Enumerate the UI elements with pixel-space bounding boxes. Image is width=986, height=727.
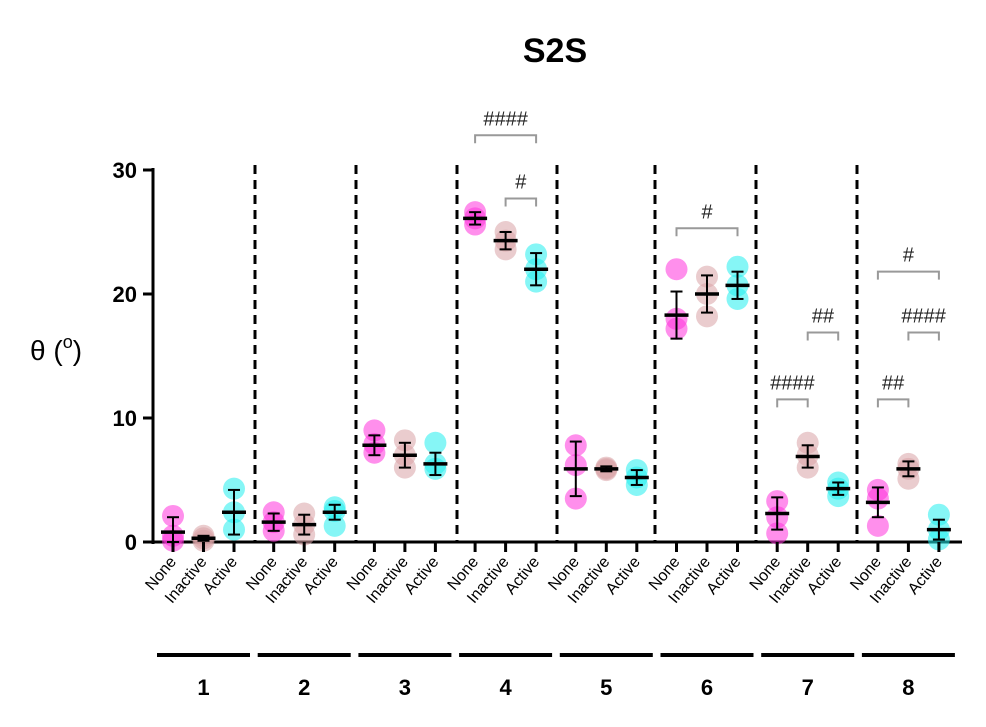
x-category-label: Active xyxy=(200,554,241,598)
data-point-none xyxy=(766,522,789,545)
significance-bracket xyxy=(675,227,739,237)
data-point-inactive xyxy=(897,467,920,490)
group-label: 7 xyxy=(802,675,814,700)
x-category-label: Active xyxy=(804,554,845,598)
data-point-none xyxy=(162,504,184,527)
y-tick-label: 10 xyxy=(113,406,137,431)
significance-bracket xyxy=(806,331,840,341)
group-label: 3 xyxy=(399,675,411,700)
significance-label: #### xyxy=(901,305,946,327)
significance-bracket xyxy=(876,398,910,408)
x-category-label: Active xyxy=(502,554,543,598)
significance-bracket xyxy=(776,398,809,408)
significance-bracket xyxy=(504,197,538,207)
group-label: 1 xyxy=(197,675,209,700)
data-point-inactive xyxy=(696,305,718,328)
y-tick-label: 20 xyxy=(113,282,137,307)
data-point-none xyxy=(564,487,587,510)
data-point-active xyxy=(827,485,850,508)
data-point-none xyxy=(866,514,889,537)
x-category-label: Active xyxy=(905,554,946,598)
significance-bracket xyxy=(474,134,538,144)
group-label: 8 xyxy=(902,675,914,700)
y-axis-label: θ (o) xyxy=(30,332,82,366)
group-label: 6 xyxy=(701,675,713,700)
chart-title: S2S xyxy=(523,32,587,70)
y-tick-label: 30 xyxy=(113,158,137,183)
group-label: 4 xyxy=(499,675,512,700)
significance-label: ## xyxy=(882,372,905,394)
x-category-label: Active xyxy=(401,554,442,598)
data-point-active xyxy=(223,477,245,500)
significance-label: #### xyxy=(770,372,815,394)
x-category-label: Active xyxy=(704,554,745,598)
data-point-active xyxy=(424,431,447,454)
group-label: 2 xyxy=(298,675,310,700)
significance-label: # xyxy=(515,172,527,194)
significance-label: # xyxy=(903,245,915,267)
y-tick-label: 0 xyxy=(125,530,137,555)
data-point-none xyxy=(665,258,688,281)
significance-label: # xyxy=(701,201,713,223)
significance-bracket xyxy=(876,270,940,280)
x-category-label: Active xyxy=(603,554,644,598)
significance-label: ## xyxy=(812,305,835,327)
significance-label: #### xyxy=(483,108,528,130)
significance-bracket xyxy=(907,331,940,341)
x-category-label: Active xyxy=(301,554,342,598)
group-label: 5 xyxy=(600,675,612,700)
